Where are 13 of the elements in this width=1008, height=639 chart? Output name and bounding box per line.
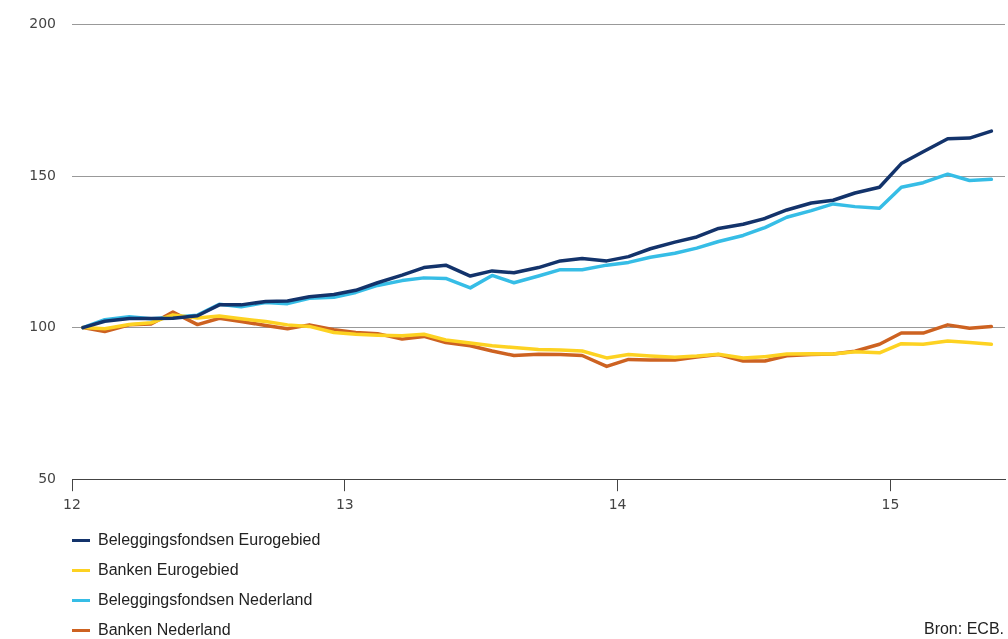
x-tick-label: 15 — [881, 496, 900, 513]
x-tick-label: 12 — [63, 496, 81, 513]
y-tick-label: 150 — [29, 166, 56, 183]
legend-label: Beleggingsfondsen Nederland — [98, 590, 313, 610]
x-tick-label: 14 — [608, 496, 627, 513]
legend-label: Beleggingsfondsen Eurogebied — [98, 530, 321, 550]
x-tick-label: 13 — [335, 496, 354, 513]
y-tick-label: 200 — [29, 15, 56, 32]
text: Bron: ECB. — [923, 619, 1004, 639]
legend-label: Banken Nederland — [98, 620, 231, 639]
y-tick-label: 50 — [38, 469, 56, 486]
legend-label: Banken Eurogebied — [98, 560, 239, 580]
y-tick-label: 100 — [29, 318, 56, 335]
